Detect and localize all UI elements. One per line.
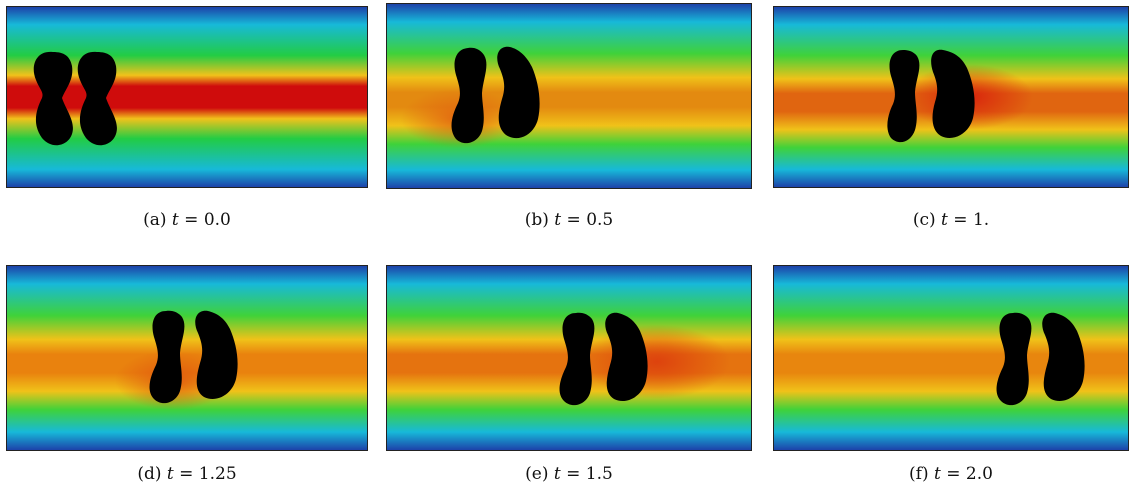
panel-f: (f) t = 2.0 [773, 265, 1129, 484]
flow-field-e [386, 265, 752, 451]
caption-b: (b) t = 0.5 [524, 210, 614, 230]
body-right [497, 46, 540, 139]
panel-b: (b) t = 0.5 [386, 3, 752, 230]
body-left [451, 47, 487, 144]
panel-a: (a) t = 0.0 [6, 6, 368, 230]
flow-field-c [773, 6, 1129, 188]
body-right [195, 310, 238, 399]
body-right [931, 49, 975, 138]
body-right [1042, 312, 1085, 401]
panel-d: (d) t = 1.25 [6, 265, 368, 484]
bodies [33, 51, 117, 146]
body-left [149, 310, 185, 404]
body-left [559, 312, 595, 406]
body-right [77, 51, 117, 146]
body-left [887, 50, 920, 143]
caption-c: (c) t = 1. [912, 210, 990, 230]
body-left [33, 51, 73, 146]
flow-field-d [6, 265, 368, 451]
bodies [149, 310, 238, 404]
bodies [559, 312, 648, 406]
body-left [996, 312, 1032, 406]
caption-e: (e) t = 1.5 [525, 464, 613, 484]
flow-field-a [6, 6, 368, 188]
bodies [451, 46, 540, 144]
flow-field-f [773, 265, 1129, 451]
flow-field-b [386, 3, 752, 189]
body-right [605, 312, 648, 401]
flow-background [6, 6, 368, 188]
bodies [996, 312, 1085, 406]
bodies [887, 49, 975, 143]
caption-a: (a) t = 0.0 [143, 210, 231, 230]
caption-f: (f) t = 2.0 [909, 464, 993, 484]
panel-c: (c) t = 1. [773, 6, 1129, 230]
panel-e: (e) t = 1.5 [386, 265, 752, 484]
caption-d: (d) t = 1.25 [137, 464, 237, 484]
